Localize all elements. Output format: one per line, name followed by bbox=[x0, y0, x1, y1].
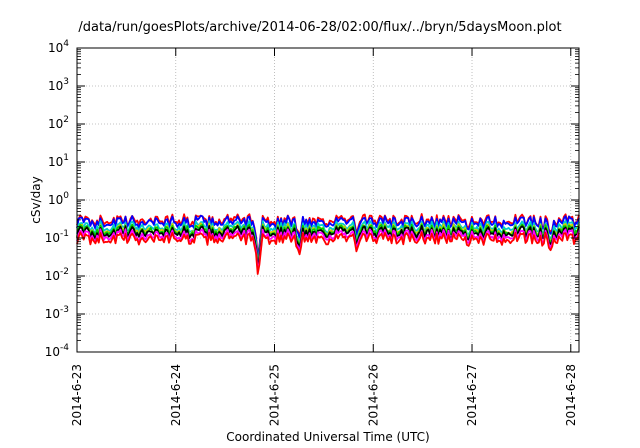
y-tick-label: 10-1 bbox=[45, 229, 69, 245]
y-tick-label: 101 bbox=[48, 153, 69, 169]
x-tick-labels: 2014-6-23 2014-6-24 2014-6-25 2014-6-26 2014… bbox=[70, 364, 578, 426]
series-line bbox=[76, 214, 580, 259]
x-tick-label: 2014-6-23 bbox=[70, 364, 84, 426]
y-tick-label: 103 bbox=[48, 77, 69, 93]
chart-title: /data/run/goesPlots/archive/2014-06-28/0… bbox=[78, 20, 562, 35]
y-tick-label: 10-3 bbox=[45, 305, 69, 321]
y-tick-label: 104 bbox=[48, 39, 69, 55]
series-line bbox=[76, 224, 580, 269]
y-tick-label: 100 bbox=[48, 191, 69, 207]
grid-lines bbox=[77, 48, 579, 352]
series-line bbox=[76, 228, 580, 272]
series-layer bbox=[76, 213, 580, 275]
y-axis-label: cSv/day bbox=[29, 176, 43, 223]
x-tick-label: 2014-6-26 bbox=[366, 364, 380, 426]
y-tick-label: 102 bbox=[48, 115, 69, 131]
y-tick-label: 10-4 bbox=[45, 343, 70, 359]
x-tick-label: 2014-6-24 bbox=[169, 364, 183, 426]
x-tick-label: 2014-6-28 bbox=[564, 364, 578, 426]
x-axis-label: Coordinated Universal Time (UTC) bbox=[226, 430, 429, 444]
x-tick-label: 2014-6-27 bbox=[465, 364, 479, 426]
series-line bbox=[76, 231, 580, 275]
y-tick-labels: 10-4 10-3 10-2 10-1 100 101 102 103 104 bbox=[45, 39, 70, 359]
y-tick-label: 10-2 bbox=[45, 267, 69, 283]
x-tick-label: 2014-6-25 bbox=[268, 364, 282, 426]
axis-ticks bbox=[76, 47, 579, 353]
